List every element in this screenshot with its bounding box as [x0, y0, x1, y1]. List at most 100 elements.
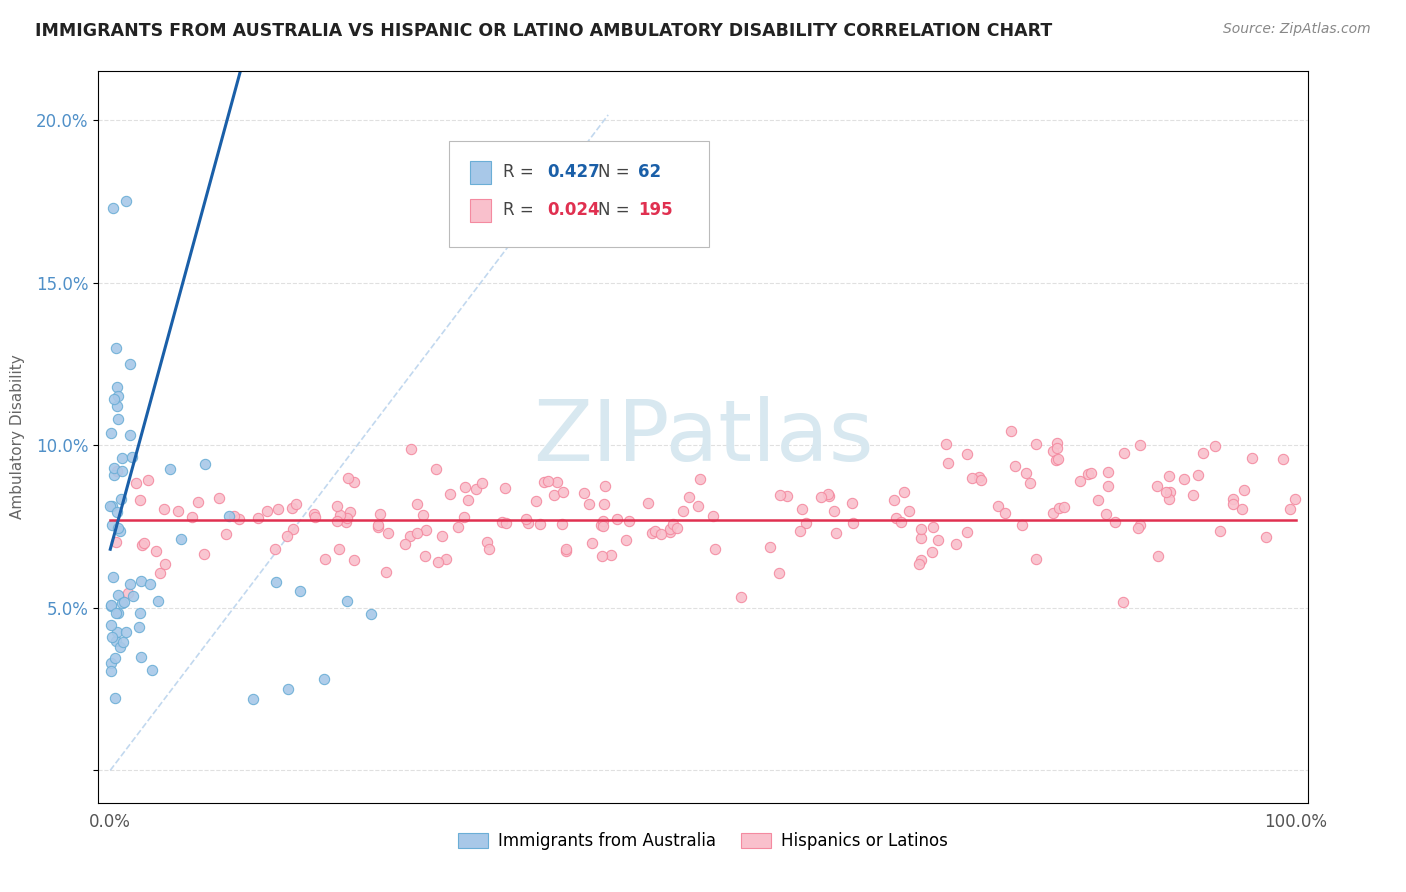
Point — [465, 482, 488, 496]
Point — [495, 516, 517, 530]
Point — [107, 589, 129, 603]
Point — [1069, 474, 1091, 488]
Point — [118, 576, 141, 591]
Point — [336, 594, 359, 608]
Point — [415, 523, 437, 537]
Point — [703, 542, 725, 557]
Point — [578, 497, 600, 511]
Point — [810, 490, 832, 504]
Point — [591, 518, 613, 533]
Point — [1104, 515, 1126, 529]
Point — [945, 536, 967, 550]
Point — [672, 504, 695, 518]
Point — [661, 516, 683, 531]
Point — [101, 570, 124, 584]
Point — [1042, 444, 1064, 458]
Point — [145, 544, 167, 558]
Point — [817, 489, 839, 503]
Point — [120, 357, 142, 371]
Point — [1129, 518, 1152, 533]
Point — [222, 509, 245, 524]
Point — [1046, 441, 1069, 455]
Point — [1173, 472, 1195, 486]
Point — [478, 542, 501, 557]
Point — [434, 552, 457, 566]
Point — [314, 552, 336, 566]
Point — [907, 558, 929, 572]
Point — [100, 599, 122, 613]
Point — [104, 650, 127, 665]
Point — [110, 464, 132, 478]
Point — [678, 490, 700, 504]
Point — [100, 618, 122, 632]
Point — [104, 691, 127, 706]
Point — [1187, 468, 1209, 483]
Point — [1256, 529, 1278, 543]
Point — [910, 553, 932, 567]
Text: N =: N = — [598, 202, 634, 219]
Point — [1047, 451, 1070, 466]
Point — [100, 499, 122, 513]
Point — [1053, 500, 1076, 514]
Point — [430, 529, 453, 543]
Point — [187, 495, 209, 509]
Point — [1019, 475, 1042, 490]
Point — [304, 509, 326, 524]
Point — [515, 512, 537, 526]
Point — [101, 517, 124, 532]
Point — [1046, 436, 1069, 450]
Point — [606, 512, 628, 526]
Point — [98, 499, 121, 513]
Point — [897, 503, 920, 517]
Point — [1025, 436, 1047, 450]
Point — [775, 489, 797, 503]
Point — [107, 389, 129, 403]
Point — [883, 493, 905, 508]
Point — [689, 472, 711, 486]
Point — [100, 665, 122, 679]
Point — [1240, 451, 1263, 466]
Point — [105, 399, 128, 413]
Point — [399, 529, 422, 543]
Point — [457, 492, 479, 507]
Point — [208, 491, 231, 505]
Point — [893, 485, 915, 500]
Point — [1159, 485, 1181, 500]
Point — [956, 525, 979, 540]
Point — [267, 502, 290, 516]
Point — [454, 481, 477, 495]
Point — [1284, 491, 1306, 506]
Point — [193, 547, 215, 561]
Point — [453, 510, 475, 524]
Point — [325, 514, 347, 528]
Point — [1157, 469, 1180, 483]
Point — [825, 525, 848, 540]
Point — [1232, 501, 1254, 516]
Point — [264, 541, 287, 556]
Point — [1097, 465, 1119, 479]
Point — [374, 565, 396, 579]
Point — [108, 524, 131, 538]
Point — [967, 469, 990, 483]
Point — [100, 426, 122, 441]
Point — [336, 470, 359, 484]
Point — [1087, 493, 1109, 508]
FancyBboxPatch shape — [470, 161, 492, 184]
Point — [1126, 521, 1149, 535]
Point — [342, 553, 364, 567]
Point — [921, 545, 943, 559]
Point — [790, 501, 813, 516]
Point — [543, 488, 565, 502]
Point — [1094, 507, 1116, 521]
Point — [447, 519, 470, 533]
Text: IMMIGRANTS FROM AUSTRALIA VS HISPANIC OR LATINO AMBULATORY DISABILITY CORRELATIO: IMMIGRANTS FROM AUSTRALIA VS HISPANIC OR… — [35, 22, 1053, 40]
Point — [367, 518, 389, 533]
Point — [935, 437, 957, 451]
Point — [153, 557, 176, 571]
Point — [368, 508, 391, 522]
Point — [107, 412, 129, 426]
Point — [112, 594, 135, 608]
Point — [406, 497, 429, 511]
Point — [105, 534, 128, 549]
Point — [284, 497, 307, 511]
